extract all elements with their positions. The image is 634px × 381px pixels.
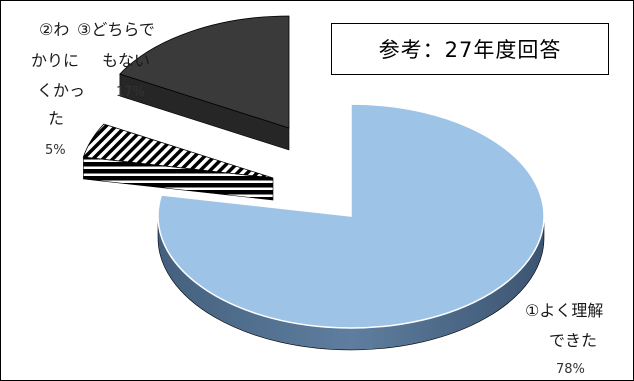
pie-tops [82, 15, 545, 329]
slice-label-line: た [48, 109, 65, 128]
slice-label-line: かりに [31, 51, 80, 70]
slice-value-label: 5% [45, 143, 66, 158]
slice-label-line: くかっ [37, 81, 86, 100]
slice-hard-to-understand-top [82, 123, 274, 179]
slice-understood-top [157, 103, 545, 329]
slice-label-line: もない [102, 51, 151, 70]
slice-label-line: できた [549, 331, 598, 350]
slice-value-label: 17% [116, 85, 145, 100]
pie-sides [83, 73, 545, 351]
reference-note: 参考：27年度回答 [331, 23, 609, 75]
slice-label-line: ①よく理解 [525, 301, 604, 320]
slice-label-line: ③どちらで [77, 20, 155, 39]
slice-neutral-top [119, 15, 290, 129]
slice-label-line: ②わ [39, 20, 70, 39]
slice-value-label: 78% [556, 362, 585, 377]
